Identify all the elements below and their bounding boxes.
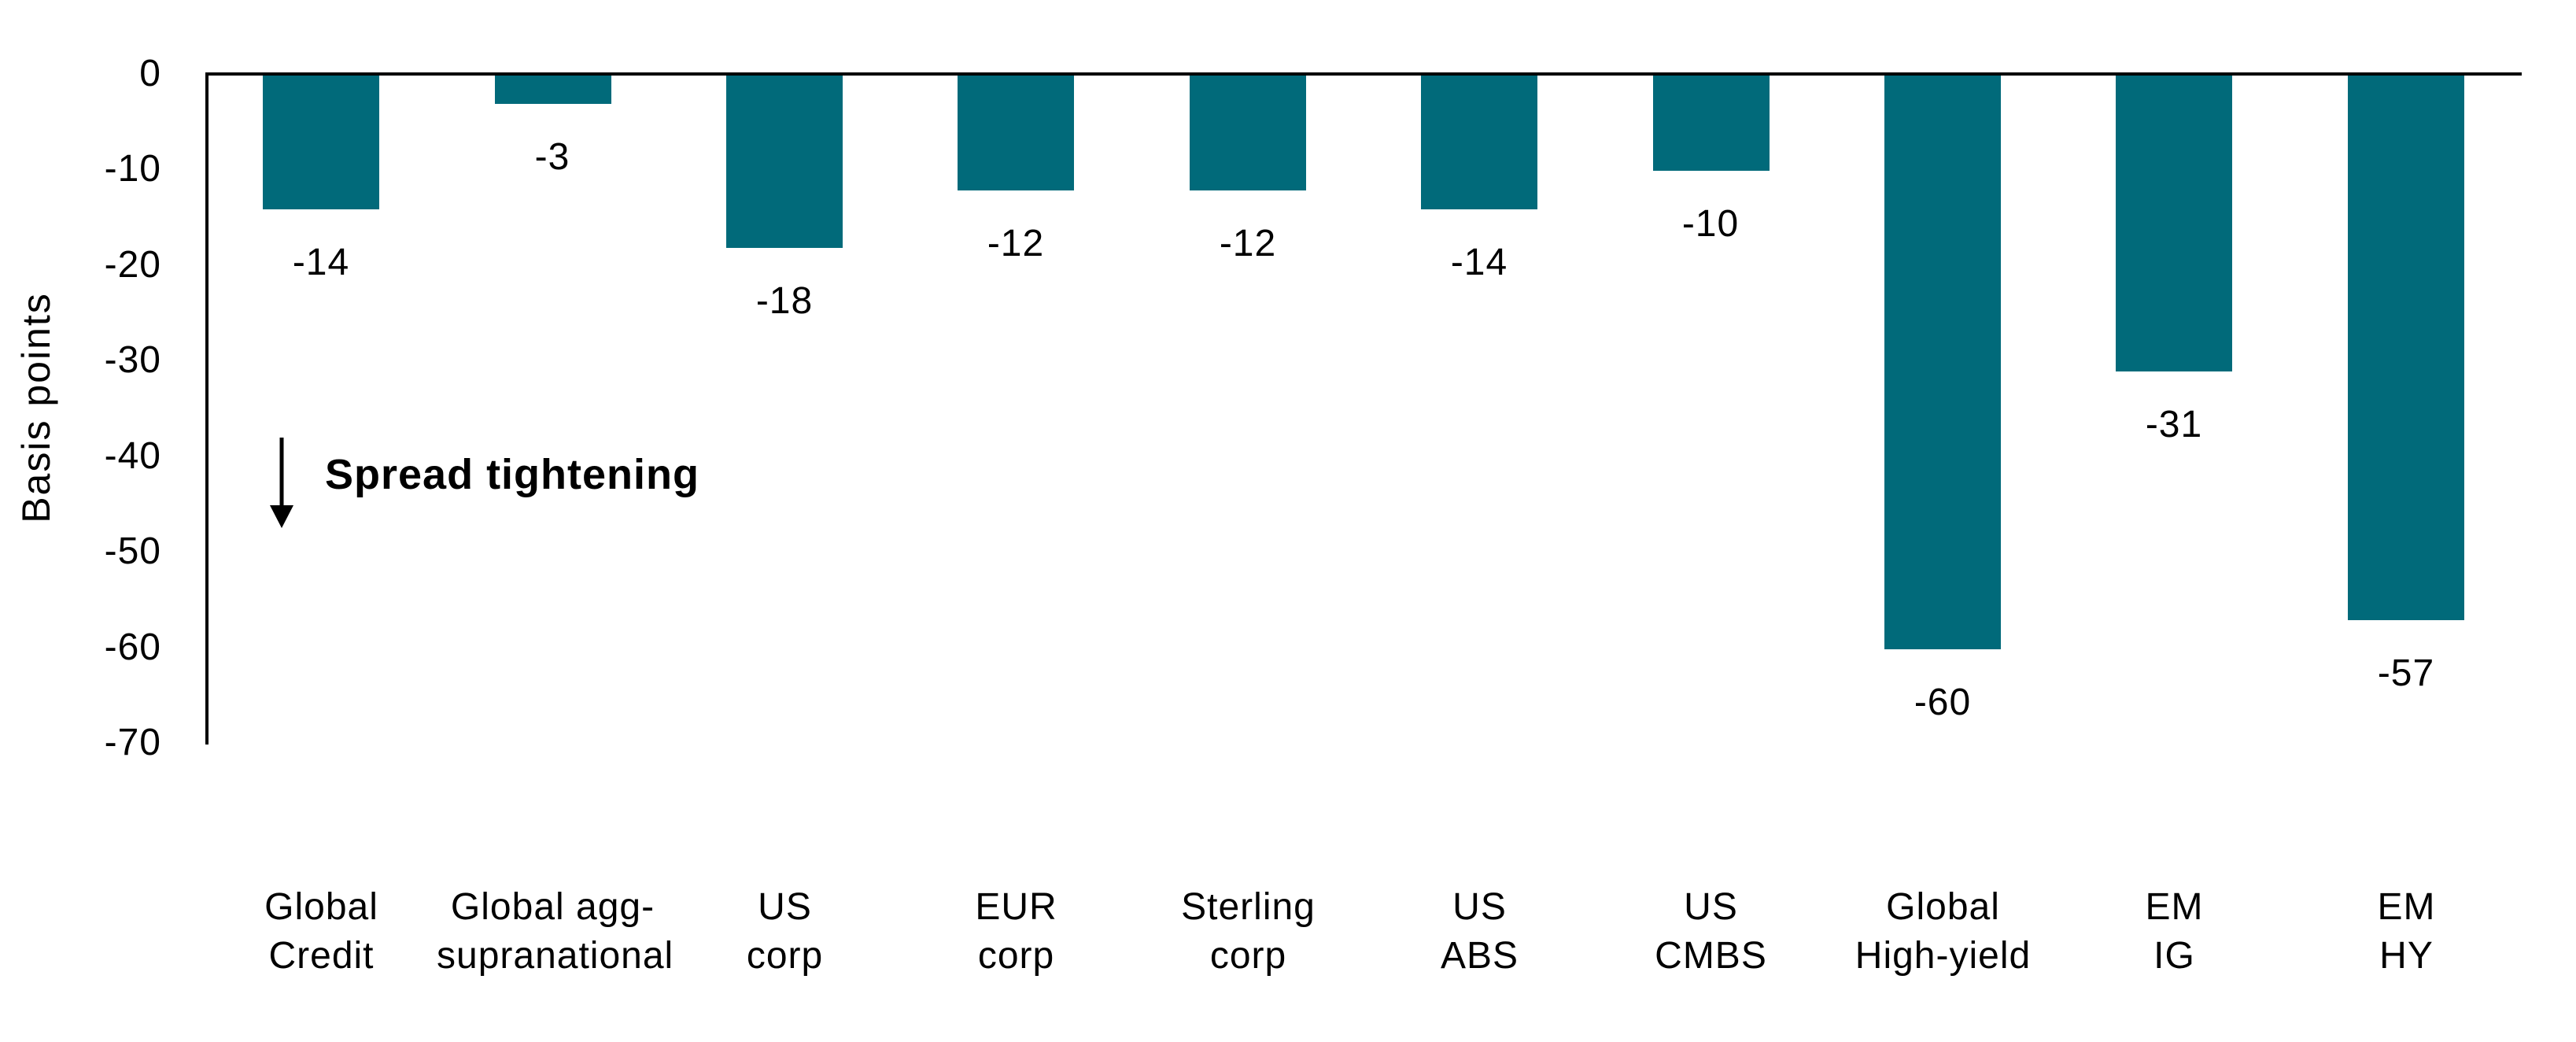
category-label-4: EUR corp [900, 883, 1132, 981]
annotation-label: Spread tightening [325, 451, 699, 498]
category-label-5: Sterling corp [1132, 883, 1364, 981]
bar-value-label-6: -14 [1450, 242, 1508, 283]
bar-6 [1421, 76, 1537, 209]
category-label-line: corp [1209, 935, 1287, 977]
category-label-line: Sterling [1181, 886, 1316, 928]
category-label-line: US [1684, 886, 1738, 928]
y-tick-label--30: -30 [104, 339, 161, 381]
bar-8 [1884, 76, 2001, 649]
y-tick-label-0: 0 [139, 53, 161, 94]
category-label-8: Global High-yield [1827, 883, 2059, 981]
zero-baseline [205, 72, 2522, 76]
category-label-line: US [758, 886, 812, 928]
category-label-line: Credit [268, 935, 375, 977]
category-label-9: EM IG [2058, 883, 2290, 981]
category-label-line: Global [264, 886, 378, 928]
category-label-line: High-yield [1854, 935, 2032, 977]
category-label-2: Global agg-supranational [437, 883, 674, 981]
category-label-line: Global [1886, 886, 2000, 928]
bar-4 [958, 76, 1074, 190]
category-label-line: CMBS [1655, 935, 1767, 977]
category-label-line: ABS [1440, 935, 1519, 977]
bar-2 [495, 76, 611, 104]
bar-value-label-9: -31 [2145, 404, 2203, 445]
y-tick-label--10: -10 [104, 148, 161, 190]
down-arrow-icon [264, 436, 300, 529]
bar-value-label-7: -10 [1681, 203, 1740, 245]
category-label-line: corp [977, 935, 1055, 977]
y-tick-label--60: -60 [104, 626, 161, 668]
bar-value-label-2: -3 [534, 136, 570, 178]
category-label-line: HY [2379, 935, 2434, 977]
bar-10 [2348, 76, 2464, 620]
category-label-3: US corp [669, 883, 901, 981]
category-label-10: EM HY [2290, 883, 2522, 981]
y-tick-label--70: -70 [104, 722, 161, 763]
category-label-line: corp [746, 935, 824, 977]
y-tick-label--20: -20 [104, 244, 161, 286]
bar-3 [726, 76, 843, 248]
category-label-line: IG [2153, 935, 2195, 977]
bar-value-label-5: -12 [1219, 223, 1277, 264]
bar-value-label-3: -18 [755, 280, 814, 322]
y-axis-title: Basis points [14, 292, 58, 523]
category-label-line: Global agg- [450, 886, 655, 928]
category-label-line: EUR [975, 886, 1057, 928]
category-label-line: supranational [437, 935, 674, 977]
category-label-line: EM [2145, 886, 2204, 928]
bar-value-label-1: -14 [292, 242, 350, 283]
bar-value-label-8: -60 [1914, 682, 1972, 723]
spread-tightening-annotation: Spread tightening [264, 436, 699, 529]
category-label-1: Global Credit [205, 883, 437, 981]
category-label-7: US CMBS [1595, 883, 1827, 981]
category-label-6: US ABS [1364, 883, 1596, 981]
category-label-line: EM [2377, 886, 2436, 928]
bar-value-label-4: -12 [987, 223, 1045, 264]
bar-7 [1653, 76, 1770, 171]
y-axis-spine [205, 72, 209, 745]
plot-area: -14 -3 -18 -12 -12 -14 -10 -60 -31 -57 Spread tig… [205, 72, 2522, 745]
bar-value-label-10: -57 [2377, 652, 2435, 694]
bar-5 [1190, 76, 1306, 190]
bar-1 [263, 76, 379, 209]
y-tick-label--40: -40 [104, 435, 161, 477]
bar-9 [2116, 76, 2232, 371]
category-label-line: US [1452, 886, 1507, 928]
y-tick-label--50: -50 [104, 530, 161, 572]
